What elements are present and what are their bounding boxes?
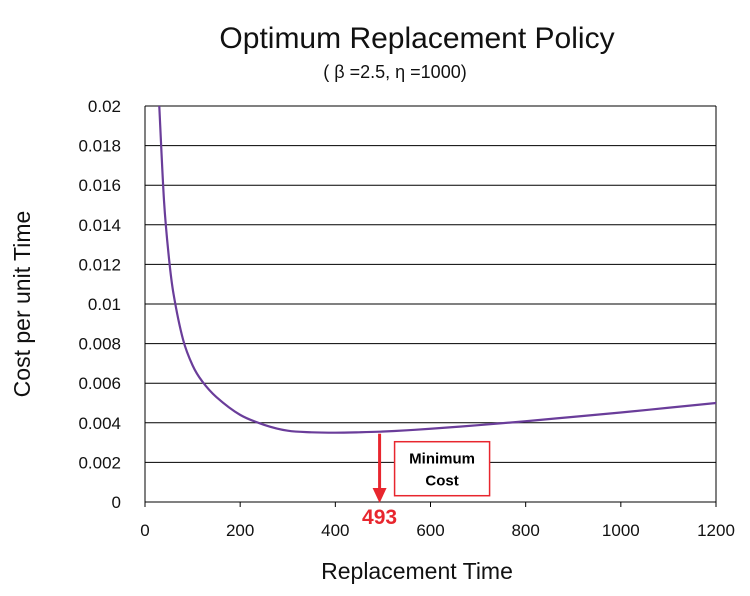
x-tick-label: 1000 [602, 521, 640, 540]
chart-subtitle: ( β =2.5, η =1000) [323, 62, 466, 82]
chart-title: Optimum Replacement Policy [219, 22, 614, 55]
x-tick-label: 200 [226, 521, 254, 540]
y-tick-label: 0.012 [78, 255, 121, 274]
y-tick-label: 0.004 [78, 414, 121, 433]
y-tick-label: 0.01 [88, 295, 121, 314]
y-tick-label: 0.02 [88, 97, 121, 116]
y-tick-label: 0.014 [78, 216, 121, 235]
x-tick-label: 400 [321, 521, 349, 540]
series [158, 105, 717, 434]
y-tick-label: 0.006 [78, 374, 121, 393]
callout-label-minimum: Minimum [409, 451, 475, 468]
x-tick-label: 1200 [697, 521, 735, 540]
x-axis-label: Replacement Time [321, 558, 513, 584]
x-tick-label: 0 [140, 521, 149, 540]
y-tick-label: 0 [112, 493, 121, 512]
tick-labels: 0 0.002 0.004 0.006 0.008 0.01 0.012 0.014 0.016… [78, 97, 734, 540]
callout-box [393, 440, 491, 497]
grid [144, 105, 717, 507]
minimum-arrow-head [372, 488, 387, 503]
minimum-value-label: 493 [362, 506, 397, 529]
callout-label-cost: Cost [425, 473, 458, 490]
y-tick-label: 0.016 [78, 176, 121, 195]
minimum-cost-annotation: Minimum Cost 493 [362, 433, 491, 529]
y-tick-label: 0.018 [78, 137, 121, 156]
cost-curve-line [158, 105, 717, 434]
y-tick-label: 0.008 [78, 335, 121, 354]
x-tick-label: 800 [511, 521, 539, 540]
y-axis-label: Cost per unit Time [9, 211, 35, 398]
x-tick-label: 600 [416, 521, 444, 540]
y-tick-label: 0.002 [78, 453, 121, 472]
